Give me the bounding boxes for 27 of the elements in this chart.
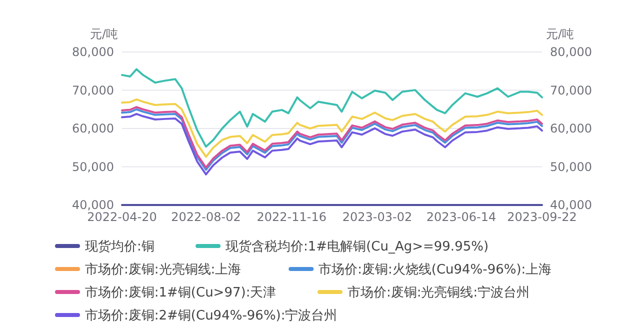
- y2-tick-label: 80,000: [550, 45, 592, 60]
- y2-tick-label: 60,000: [550, 122, 592, 136]
- x-tick-label: 2023-09-22: [507, 210, 577, 224]
- x-tick-label: 2023-03-02: [342, 210, 412, 224]
- y-tick-label: 60,000: [72, 122, 114, 136]
- legend-label: 现货均价:铜: [85, 240, 154, 255]
- x-tick-label: 2023-06-14: [426, 210, 496, 224]
- x-tick-label: 2022-04-20: [87, 210, 157, 224]
- y2-axis-title: 元/吨: [546, 27, 574, 41]
- x-tick-label: 2022-08-02: [171, 210, 241, 224]
- legend-label: 现货含税均价:1#电解铜(Cu_Ag>=99.95%): [226, 240, 489, 255]
- y-axis-title: 元/吨: [90, 27, 118, 41]
- y-tick-label: 80,000: [72, 45, 114, 60]
- line-series: [121, 68, 543, 148]
- legend-label: 市场价:废铜:火烧线(Cu94%-96%):上海: [318, 262, 552, 278]
- y-tick-label: 50,000: [72, 160, 114, 174]
- y2-tick-label: 40,000: [550, 198, 592, 212]
- line-series: [121, 98, 543, 158]
- legend-label: 市场价:废铜:2#铜(Cu94%-96%):宁波台州: [85, 308, 338, 324]
- x-tick-label: 2022-11-16: [256, 210, 326, 224]
- legend-label: 市场价:废铜:1#铜(Cu>97):天津: [85, 286, 276, 301]
- legend-label: 市场价:废铜:光亮铜线:宁波台州: [347, 284, 530, 301]
- y2-tick-label: 70,000: [550, 83, 592, 98]
- legend-label: 市场价:废铜:光亮铜线:上海: [85, 262, 242, 278]
- y-tick-label: 40,000: [72, 198, 114, 212]
- y-tick-label: 70,000: [72, 83, 114, 98]
- y2-tick-label: 50,000: [550, 160, 592, 174]
